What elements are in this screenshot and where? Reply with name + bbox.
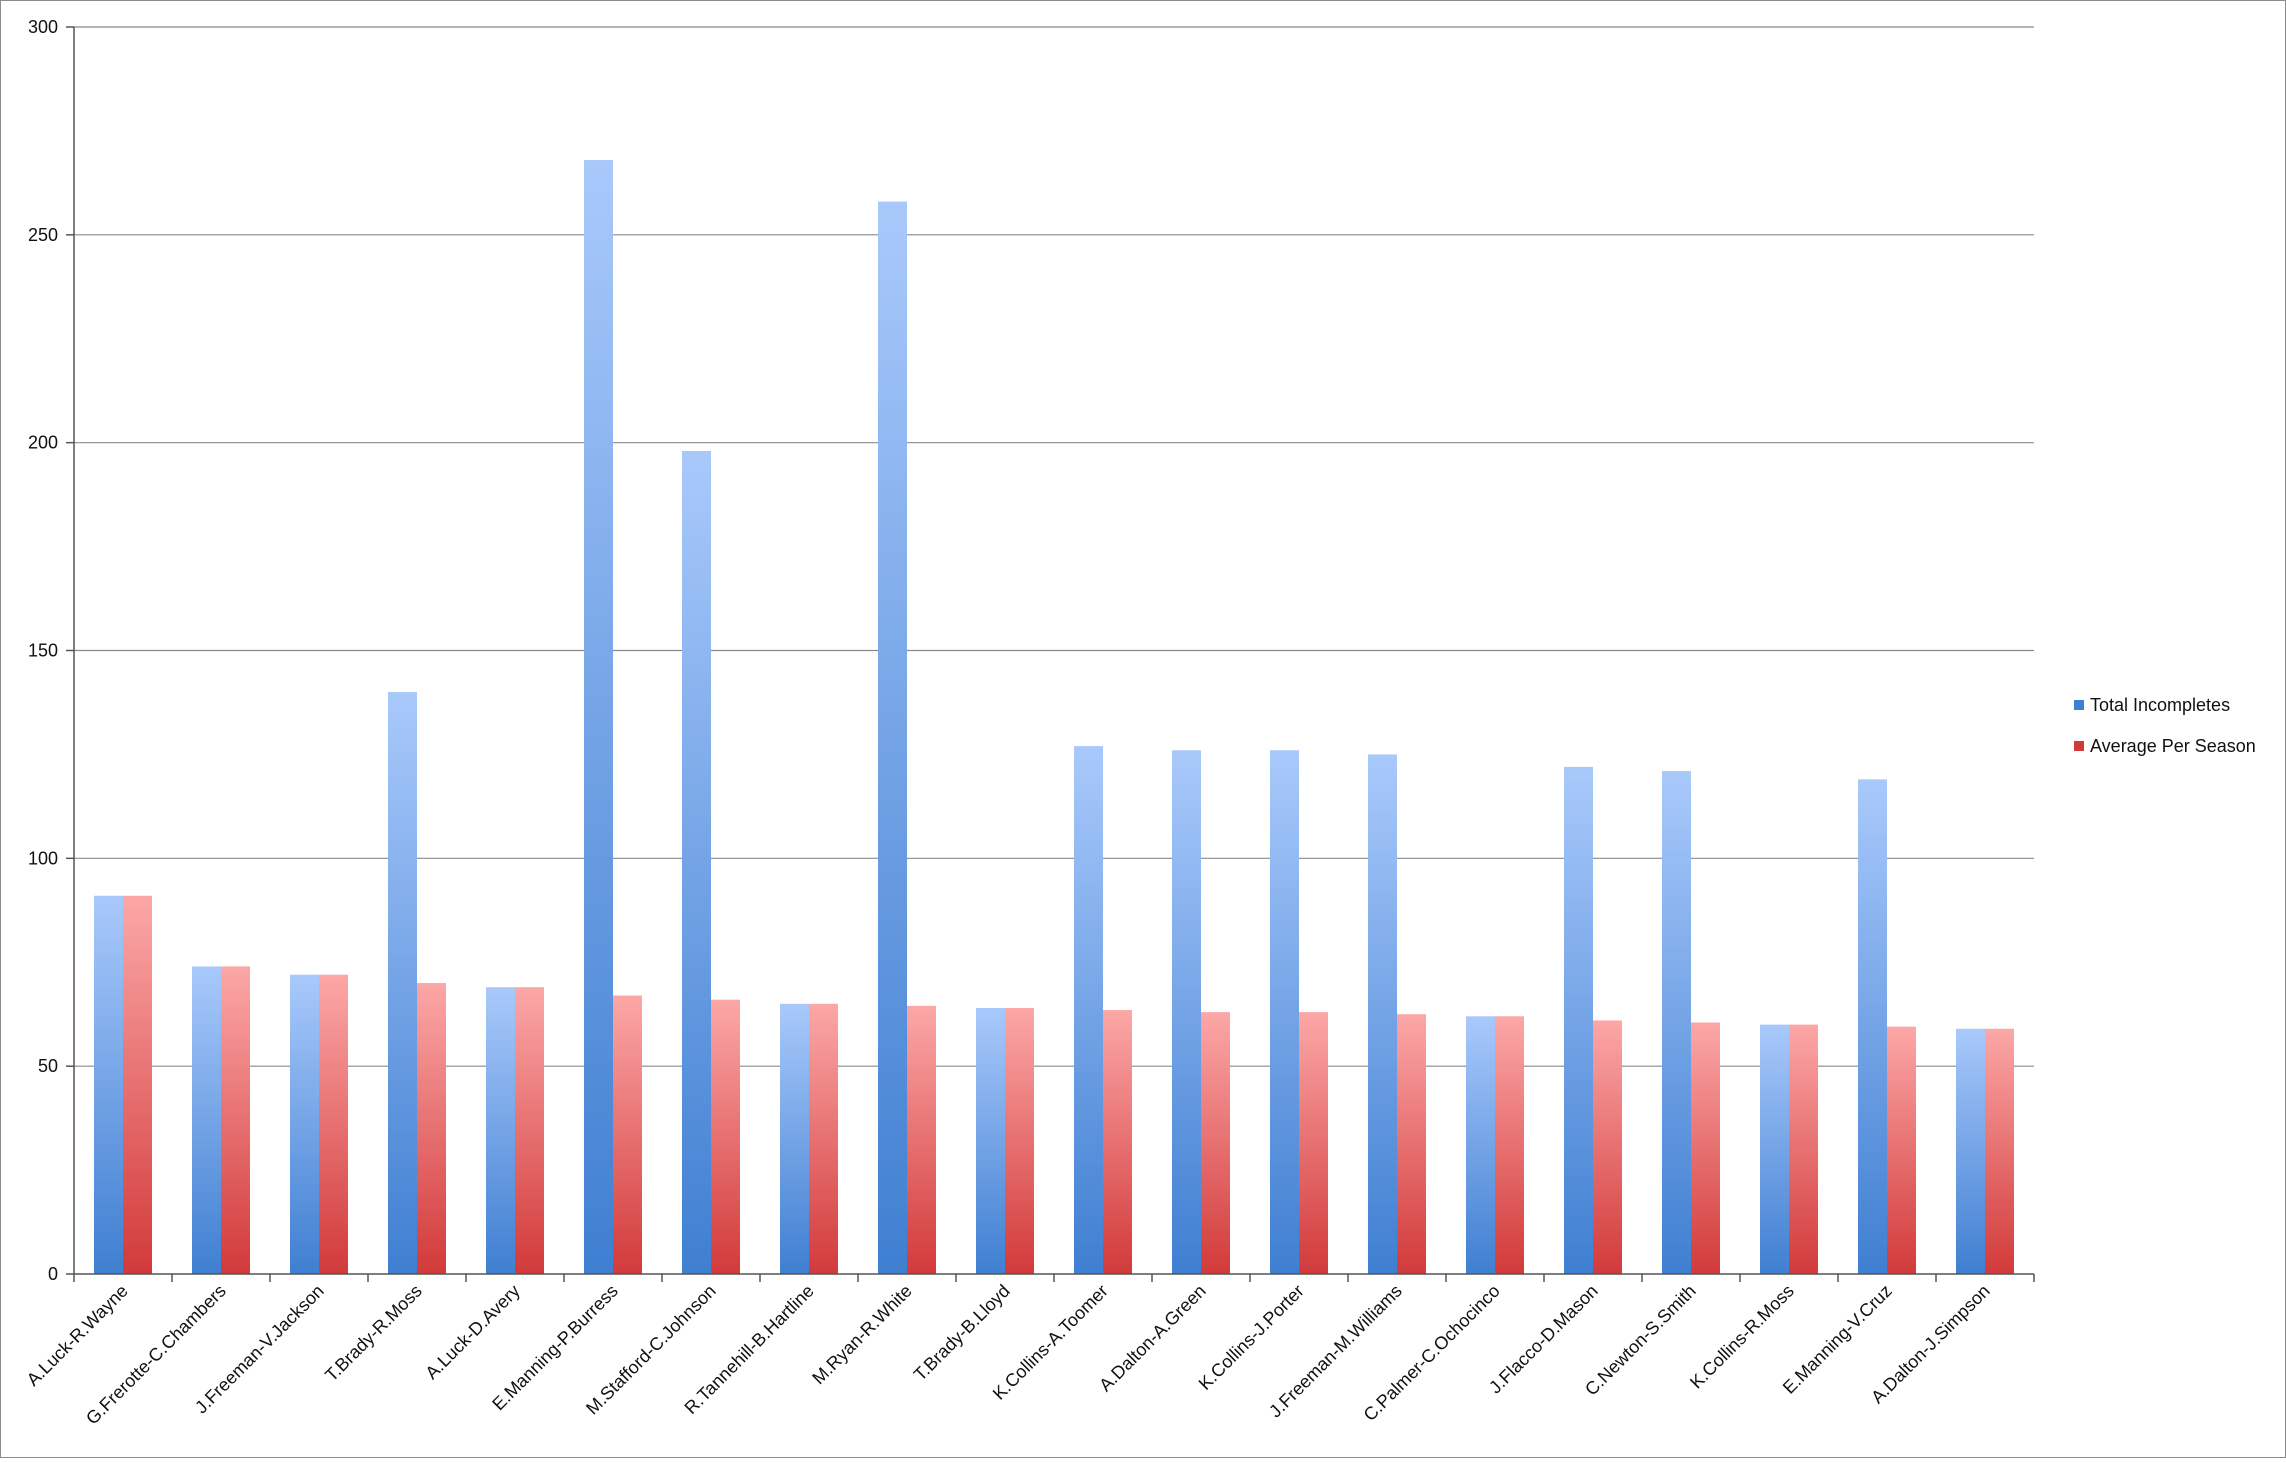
y-tick-label: 50 bbox=[38, 1056, 58, 1076]
bar-average-per-season bbox=[1201, 1012, 1230, 1274]
bar-total-incompletes bbox=[388, 692, 417, 1274]
y-tick-label: 250 bbox=[28, 225, 58, 245]
y-tick-label: 150 bbox=[28, 641, 58, 661]
bar-total-incompletes bbox=[682, 450, 711, 1275]
bar-total-incompletes bbox=[192, 966, 221, 1274]
bar-average-per-season bbox=[907, 1005, 936, 1274]
bar-average-per-season bbox=[1495, 1016, 1524, 1274]
bar-total-incompletes bbox=[1564, 766, 1593, 1274]
bar-average-per-season bbox=[1005, 1007, 1034, 1274]
bar-total-incompletes bbox=[1466, 1016, 1495, 1274]
legend-swatch bbox=[2074, 700, 2084, 710]
x-tick-label: K.Collins-J.Porter bbox=[1195, 1281, 1308, 1394]
y-tick-label: 200 bbox=[28, 433, 58, 453]
x-tick-label: T.Brady-R.Moss bbox=[321, 1281, 426, 1386]
x-tick-label: K.Collins-R.Moss bbox=[1686, 1281, 1798, 1393]
y-tick-labels: 0 50 100 150 200 250 300 bbox=[28, 17, 58, 1284]
bar-average-per-season bbox=[613, 995, 642, 1274]
bar-total-incompletes bbox=[290, 974, 319, 1274]
x-tick-label: T.Brady-B.Lloyd bbox=[910, 1281, 1014, 1385]
bar-average-per-season bbox=[1985, 1028, 2014, 1274]
y-tick-label: 300 bbox=[28, 17, 58, 37]
bar-total-incompletes bbox=[1662, 771, 1691, 1274]
bar-total-incompletes bbox=[584, 160, 613, 1275]
bar-total-incompletes bbox=[1172, 750, 1201, 1274]
bar-total-incompletes bbox=[1760, 1024, 1789, 1274]
x-tick-label: C.Newton-S.Smith bbox=[1581, 1281, 1700, 1400]
bar-average-per-season bbox=[515, 987, 544, 1274]
bar-total-incompletes bbox=[94, 895, 123, 1274]
bar-total-incompletes bbox=[780, 1003, 809, 1274]
legend-label: Total Incompletes bbox=[2090, 695, 2230, 715]
legend-label: Average Per Season bbox=[2090, 736, 2256, 756]
bar-total-incompletes bbox=[1858, 779, 1887, 1274]
bar-average-per-season bbox=[417, 983, 446, 1274]
bar-average-per-season bbox=[1887, 1026, 1916, 1274]
bars bbox=[94, 160, 2014, 1275]
bar-total-incompletes bbox=[878, 201, 907, 1275]
bar-average-per-season bbox=[711, 999, 740, 1274]
x-tick-labels: A.Luck-R.WayneG.Frerotte-C.ChambersJ.Fre… bbox=[23, 1281, 1994, 1429]
gridlines bbox=[74, 26, 2034, 1067]
x-tick-label: J.Flacco-D.Mason bbox=[1485, 1281, 1602, 1398]
bar-average-per-season bbox=[221, 966, 250, 1274]
x-tick-label: E.Manning-V.Cruz bbox=[1779, 1281, 1896, 1398]
bar-average-per-season bbox=[1789, 1024, 1818, 1274]
bar-average-per-season bbox=[1397, 1014, 1426, 1274]
bar-average-per-season bbox=[1103, 1010, 1132, 1274]
bar-average-per-season bbox=[319, 974, 348, 1274]
x-tick-label: A.Luck-D.Avery bbox=[421, 1281, 523, 1383]
x-tick-label: M.Ryan-R.White bbox=[808, 1281, 916, 1389]
bar-average-per-season bbox=[809, 1003, 838, 1274]
bar-total-incompletes bbox=[1270, 750, 1299, 1274]
bar-average-per-season bbox=[1299, 1012, 1328, 1274]
y-tick-label: 0 bbox=[48, 1264, 58, 1284]
axes bbox=[66, 26, 2035, 1282]
bar-average-per-season bbox=[1593, 1020, 1622, 1274]
x-tick-label: A.Luck-R.Wayne bbox=[23, 1281, 132, 1390]
bar-average-per-season bbox=[1691, 1022, 1720, 1274]
bar-total-incompletes bbox=[1956, 1028, 1985, 1274]
bar-total-incompletes bbox=[486, 987, 515, 1274]
x-tick-label: A.Dalton-A.Green bbox=[1095, 1281, 1210, 1396]
legend: Total Incompletes Average Per Season bbox=[2074, 695, 2256, 756]
bar-total-incompletes bbox=[1368, 754, 1397, 1274]
y-tick-label: 100 bbox=[28, 848, 58, 868]
bar-total-incompletes bbox=[976, 1007, 1005, 1274]
legend-swatch bbox=[2074, 741, 2084, 751]
bar-total-incompletes bbox=[1074, 746, 1103, 1274]
bar-average-per-season bbox=[123, 895, 152, 1274]
